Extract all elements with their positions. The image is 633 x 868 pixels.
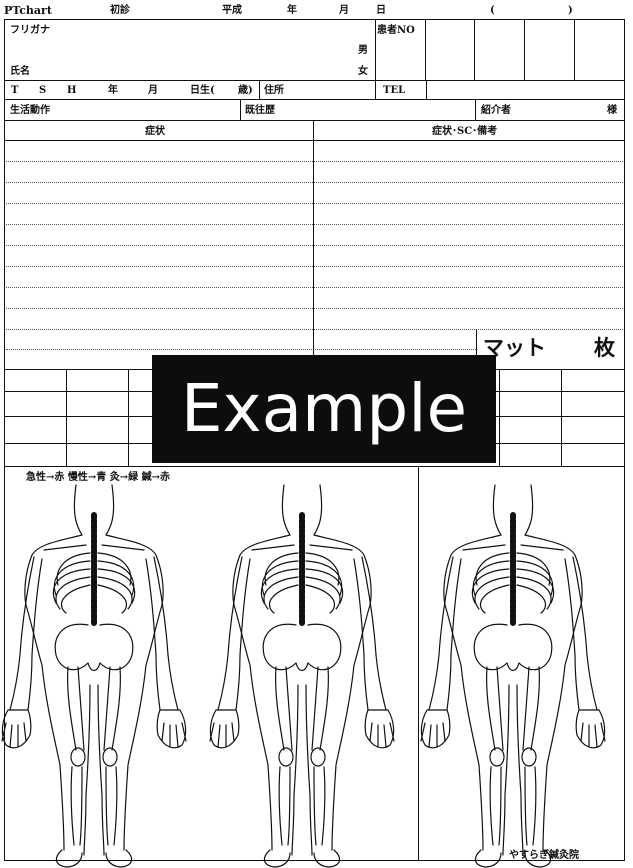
row-line-4	[4, 140, 625, 141]
skeleton-back-view	[2, 485, 186, 867]
pno-box-line	[474, 19, 475, 81]
pno-box-line	[524, 19, 525, 81]
writing-line	[6, 308, 623, 309]
pno-box-line	[574, 19, 575, 81]
row-line-2	[4, 99, 625, 100]
form-right-border	[624, 19, 625, 861]
name-block-divider	[375, 19, 376, 81]
birth-year-label: 年	[108, 85, 118, 96]
sheets-label: 枚	[594, 335, 615, 360]
birth-month-label: 月	[148, 85, 158, 96]
month-label: 月	[339, 5, 349, 16]
first-visit-label: 初診	[110, 5, 130, 16]
skeleton-side-view	[421, 485, 605, 867]
mat-box-divider	[476, 330, 477, 370]
form-top-border	[4, 19, 625, 20]
tel-value-divider	[426, 80, 427, 100]
grid-vline	[499, 369, 500, 467]
form-bottom-border	[4, 860, 625, 861]
grid-vline	[128, 369, 129, 467]
writing-line	[6, 245, 623, 246]
writing-line	[6, 161, 623, 162]
form-left-border	[4, 19, 5, 861]
pno-box-line	[425, 19, 426, 81]
past-history-label: 既往歴	[245, 105, 275, 116]
grid-vline	[66, 369, 67, 467]
honorific-label: 様	[607, 105, 617, 116]
writing-line	[6, 266, 623, 267]
symptoms-notes-heading: 症状･SC･備考	[432, 126, 498, 137]
male-label: 男	[358, 45, 368, 56]
writing-line	[6, 329, 623, 330]
writing-line	[6, 287, 623, 288]
paren-open: (	[490, 5, 495, 16]
address-divider	[259, 80, 260, 100]
furigana-label: フリガナ	[10, 25, 50, 36]
referrer-divider	[475, 99, 476, 121]
example-overlay: Example	[152, 355, 496, 463]
row-line-1	[4, 80, 625, 81]
symptoms-heading: 症状	[145, 126, 165, 137]
year-label: 年	[287, 5, 297, 16]
birthday-label: 日生(	[190, 85, 215, 96]
example-overlay-text: Example	[180, 370, 468, 447]
day-label: 日	[376, 5, 386, 16]
address-label: 住所	[264, 85, 284, 96]
history-divider	[240, 99, 241, 121]
body-chart-divider	[418, 466, 419, 861]
era-label: 平成	[222, 5, 242, 16]
era-option-s: S	[39, 85, 47, 96]
age-label: 歳)	[238, 85, 253, 96]
era-option-h: H	[67, 85, 77, 96]
writing-line	[6, 203, 623, 204]
row-line-3	[4, 120, 625, 121]
clinic-name: やすらぎ鍼灸院	[509, 850, 579, 861]
grid-vline	[561, 369, 562, 467]
tel-divider	[375, 80, 376, 100]
row-line-6	[4, 466, 625, 467]
writing-line	[6, 182, 623, 183]
referrer-label: 紹介者	[481, 105, 511, 116]
era-option-t: T	[11, 85, 19, 96]
tel-label: TEL	[383, 85, 406, 96]
name-label: 氏名	[10, 66, 30, 77]
daily-activity-label: 生活動作	[10, 105, 50, 116]
writing-line	[6, 224, 623, 225]
writing-line	[6, 349, 476, 350]
chart-label: PTchart	[4, 4, 52, 17]
color-legend: 急性→赤 慢性→青 灸→緑 鍼→赤	[26, 472, 170, 483]
skeleton-front-view	[210, 485, 394, 867]
paren-close: )	[568, 5, 573, 16]
female-label: 女	[358, 66, 368, 77]
patient-no-label: 患者NO	[377, 25, 415, 36]
